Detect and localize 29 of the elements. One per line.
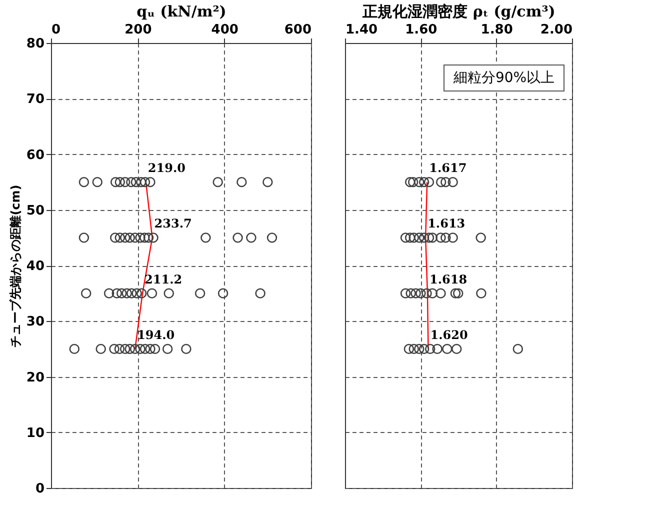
y-tick-label: 50 [26,203,44,218]
y-tick-label: 0 [35,482,44,496]
y-tick-label: 10 [26,426,44,441]
y-tick-label: 30 [26,314,44,330]
x-tick-label: 600 [284,22,312,38]
annotation: 233.7 [154,216,192,231]
y-tick-label: 80 [26,36,44,52]
annotation: 1.618 [429,272,468,286]
y-tick-label: 40 [26,259,44,274]
x-tick-label: 1.60 [405,22,438,38]
x-axis-title: qᵤ (kN/m²) [136,2,226,20]
x-axis-title: 正規化湿潤密度 ρₜ (g/cm³) [362,2,556,20]
y-tick-label: 70 [26,92,44,108]
y-tick-label: 60 [26,148,44,163]
x-tick-label: 0 [52,22,61,38]
x-tick-label: 2.00 [540,22,572,38]
x-tick-label: 1.40 [346,22,378,38]
y-tick-label: 20 [26,370,44,386]
annotation: 211.2 [144,272,182,286]
x-tick-label: 400 [211,22,238,38]
annotation: 細粒分90%以上 [452,70,555,86]
y-axis-title: チューブ先端からの距離(cm) [8,184,22,348]
annotation: 194.0 [137,328,175,342]
x-tick-label: 1.80 [480,22,513,38]
x-tick-label: 200 [124,22,152,38]
annotation: 1.613 [428,216,466,231]
annotation: 1.617 [429,161,467,176]
annotation: 219.0 [148,161,186,176]
annotation: 1.620 [430,328,468,342]
